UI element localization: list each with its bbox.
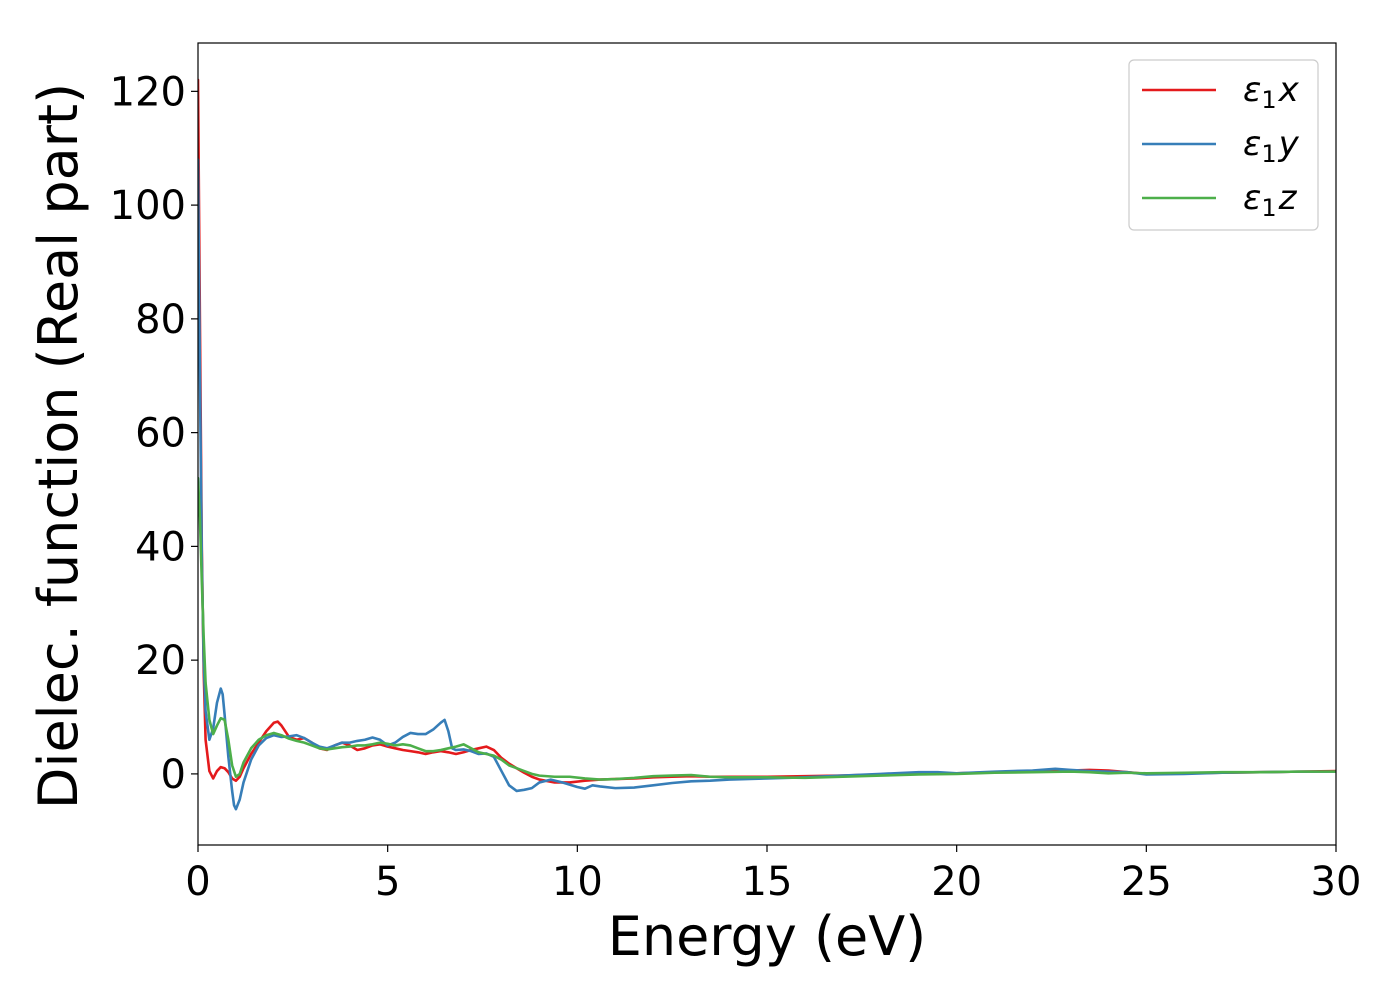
legend-label-y: ε1y bbox=[1243, 124, 1300, 168]
x-tick-label: 5 bbox=[375, 859, 400, 905]
y-tick-label: 0 bbox=[161, 752, 186, 798]
x-tick-label: 15 bbox=[742, 859, 793, 905]
x-tick-label: 10 bbox=[552, 859, 603, 905]
x-axis-title: Energy (eV) bbox=[608, 905, 927, 968]
y-tick-label: 40 bbox=[135, 524, 186, 570]
legend-label-x: ε1x bbox=[1243, 70, 1300, 114]
x-tick-label: 0 bbox=[185, 859, 210, 905]
series-line-z bbox=[198, 476, 1336, 781]
y-tick-label: 100 bbox=[110, 183, 186, 229]
y-tick-label: 20 bbox=[135, 638, 186, 684]
y-tick-label: 120 bbox=[110, 69, 186, 115]
legend-frame bbox=[1128, 59, 1319, 231]
ticks-layer: 0 5 10 15 20 25 30 0 20 40 60 80 100 120 bbox=[110, 69, 1362, 905]
legend-label-z: ε1z bbox=[1243, 178, 1298, 222]
y-axis-title: Dielec. function (Real part) bbox=[27, 83, 90, 809]
legend: ε1x ε1y ε1z bbox=[1128, 59, 1319, 231]
x-tick-label: 25 bbox=[1121, 859, 1172, 905]
x-tick-label: 20 bbox=[931, 859, 982, 905]
y-tick-label: 60 bbox=[135, 411, 186, 457]
x-tick-label: 30 bbox=[1311, 859, 1362, 905]
series-layer bbox=[198, 78, 1336, 811]
y-tick-label: 80 bbox=[135, 297, 186, 343]
series-line-y bbox=[198, 158, 1336, 811]
